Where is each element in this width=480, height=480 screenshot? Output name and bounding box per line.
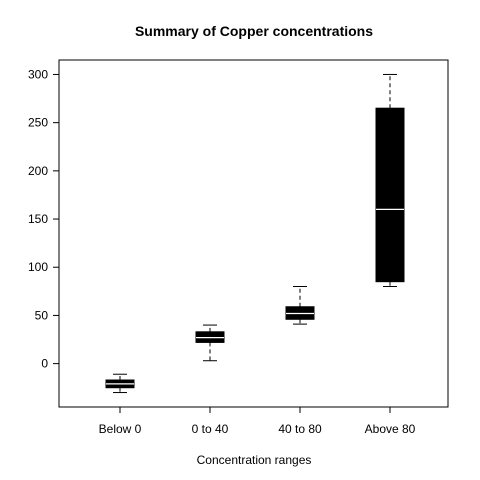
x-tick-label: 0 to 40 <box>192 422 229 436</box>
x-axis-label: Concentration ranges <box>197 453 312 467</box>
box-3 <box>375 73 405 288</box>
y-tick-label: 50 <box>35 308 49 322</box>
plot-area-frame <box>58 59 449 408</box>
y-axis: 0 50 100 150 200 250 300 <box>28 67 59 371</box>
x-axis: Below 0 0 to 40 40 to 80 Above 80 <box>99 407 416 436</box>
box-1 <box>195 324 225 362</box>
y-tick-label: 250 <box>28 116 48 130</box>
chart-title: Summary of Copper concentrations <box>135 23 373 39</box>
x-tick-label: Above 80 <box>365 422 416 436</box>
y-tick-label: 200 <box>28 164 48 178</box>
box-2 <box>285 286 315 325</box>
x-tick-label: Below 0 <box>99 422 142 436</box>
box-0 <box>105 373 135 394</box>
y-tick-label: 150 <box>28 212 48 226</box>
y-tick-label: 0 <box>41 357 48 371</box>
x-tick-label: 40 to 80 <box>278 422 322 436</box>
y-tick-label: 300 <box>28 67 48 81</box>
y-tick-label: 100 <box>28 260 48 274</box>
box-series <box>105 73 405 394</box>
iqr-box <box>375 107 405 283</box>
